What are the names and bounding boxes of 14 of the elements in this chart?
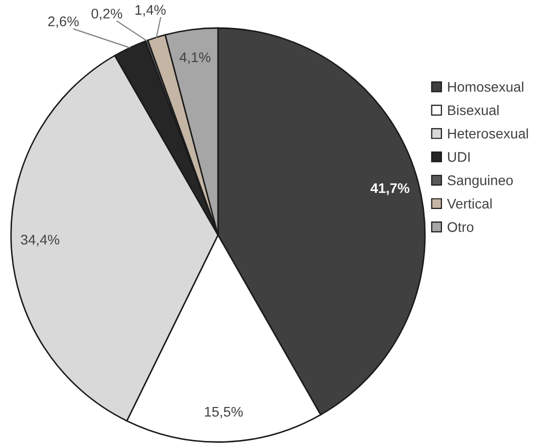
data-label: 41,7%: [370, 183, 410, 196]
legend-label: Vertical: [447, 198, 492, 209]
data-label: 15,5%: [204, 406, 243, 418]
data-label: 34,4%: [20, 234, 60, 246]
data-label: 2,6%: [48, 16, 79, 28]
legend-label: Sanguineo: [448, 175, 513, 188]
data-label: 1,4%: [136, 5, 166, 16]
data-label: 4,1%: [180, 52, 210, 64]
legend-label: Otro: [448, 222, 474, 232]
legend-label: Homosexual: [448, 82, 524, 92]
data-label: 0,2%: [92, 8, 122, 20]
legend-label: UDI: [448, 152, 470, 162]
legend-label: Heterosexual: [448, 128, 528, 139]
legend-label: Bisexual: [448, 104, 499, 116]
